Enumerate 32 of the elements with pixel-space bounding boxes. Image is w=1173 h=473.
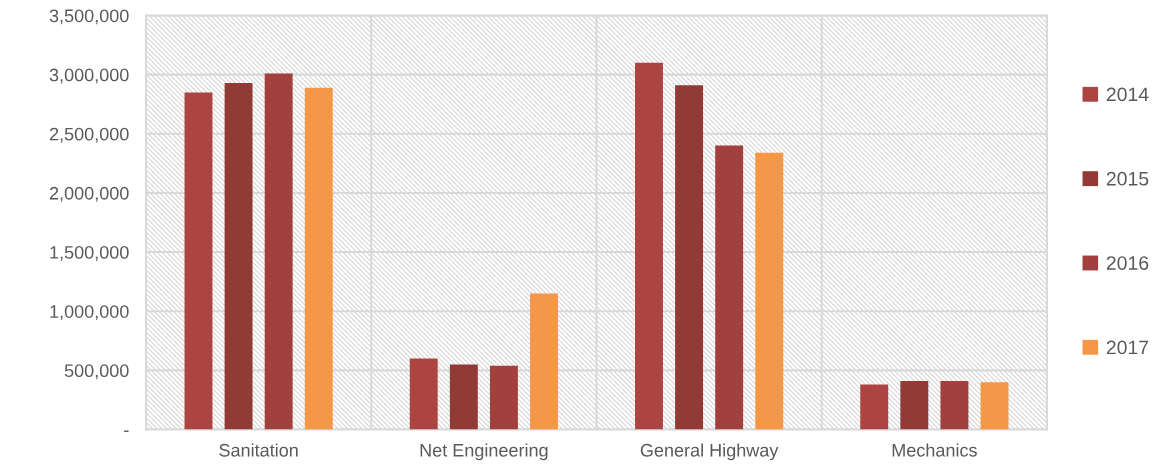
x-tick-label: Sanitation — [219, 443, 298, 457]
bar — [224, 82, 253, 430]
y-tick-label: 3,500,000 — [49, 9, 129, 25]
y-tick-label: 1,500,000 — [50, 246, 129, 261]
bar — [860, 384, 889, 430]
legend-label: 2017 — [1106, 340, 1149, 355]
y-tick-label: 3,000,000 — [49, 68, 129, 84]
legend-label: 2015 — [1106, 171, 1149, 186]
x-tick-label: Net Engineering — [420, 443, 548, 461]
bar — [675, 85, 704, 430]
x-tick-label: Mechanics — [892, 443, 977, 457]
bar — [304, 87, 333, 430]
bar — [940, 381, 969, 430]
y-tick-label: 1,000,000 — [50, 305, 129, 321]
bar — [489, 365, 518, 430]
legend-label: 2016 — [1106, 256, 1149, 270]
bar — [715, 145, 744, 430]
bar — [264, 73, 293, 430]
bar — [635, 62, 663, 430]
bar — [184, 92, 213, 430]
y-tick-label: 2,000,000 — [49, 186, 129, 202]
y-tick-label: 2,500,000 — [49, 127, 129, 143]
bar — [755, 152, 784, 430]
bar — [530, 293, 558, 430]
x-tick-label: General Highway — [640, 443, 779, 461]
y-tick-label: 500,000 — [64, 364, 129, 380]
legend-label: 2014 — [1106, 87, 1149, 102]
bar — [900, 381, 929, 430]
bar — [449, 364, 478, 430]
y-tick-label: - — [124, 430, 129, 432]
bar — [980, 382, 1009, 430]
bar — [409, 358, 438, 430]
